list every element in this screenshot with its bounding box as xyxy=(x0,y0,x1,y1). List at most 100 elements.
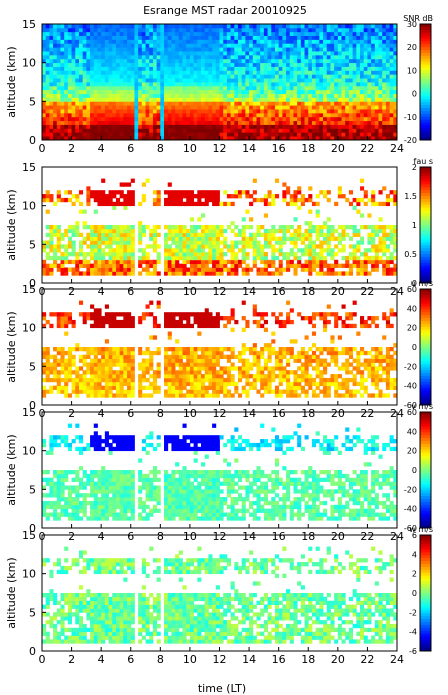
heatmap-cell xyxy=(289,263,294,268)
heatmap-cell xyxy=(393,109,398,114)
heatmap-cell xyxy=(297,225,302,230)
heatmap-cell xyxy=(178,74,183,79)
heatmap-cell xyxy=(374,58,379,64)
heatmap-cell xyxy=(193,358,198,363)
heatmap-cell xyxy=(90,385,95,390)
heatmap-cell xyxy=(334,27,339,33)
heatmap-cell xyxy=(45,78,50,83)
heatmap-cell xyxy=(215,58,220,64)
heatmap-cell xyxy=(141,109,146,114)
heatmap-cell xyxy=(189,101,195,106)
heatmap-cell xyxy=(193,362,198,367)
heatmap-cell xyxy=(237,66,243,71)
heatmap-cell xyxy=(282,39,287,44)
x-tick-label: 16 xyxy=(272,285,286,298)
heatmap-cell xyxy=(286,54,291,60)
heatmap-cell xyxy=(319,259,324,265)
heatmap-cell xyxy=(393,124,398,129)
heatmap-cell xyxy=(241,35,246,40)
heatmap-cell xyxy=(186,85,191,91)
heatmap-cell xyxy=(104,24,109,29)
heatmap-cell xyxy=(167,228,172,234)
heatmap-cell xyxy=(53,132,58,137)
heatmap-cell xyxy=(164,323,169,329)
heatmap-cell xyxy=(82,66,87,71)
heatmap-cell xyxy=(112,194,117,199)
heatmap-cell xyxy=(108,374,113,379)
heatmap-cell xyxy=(271,132,276,137)
heatmap-cell xyxy=(374,109,379,114)
heatmap-cell xyxy=(274,70,280,75)
heatmap-cell xyxy=(123,323,128,329)
heatmap-cell xyxy=(337,128,342,133)
heatmap-cell xyxy=(42,347,47,352)
heatmap-cell xyxy=(393,78,398,83)
heatmap-cell xyxy=(189,323,195,329)
heatmap-cell xyxy=(334,259,339,265)
heatmap-cell xyxy=(341,105,346,110)
heatmap-cell xyxy=(42,377,47,383)
heatmap-cell xyxy=(297,128,302,133)
heatmap-cell xyxy=(215,385,220,390)
heatmap-cell xyxy=(201,228,206,234)
heatmap-cell xyxy=(171,120,176,125)
heatmap-cell xyxy=(363,74,368,79)
heatmap-cell xyxy=(289,66,294,71)
heatmap-cell xyxy=(219,252,224,257)
heatmap-cell xyxy=(42,97,47,102)
heatmap-cell xyxy=(267,62,272,67)
heatmap-cell xyxy=(315,194,320,199)
heatmap-cell xyxy=(93,385,98,390)
heatmap-cell xyxy=(42,354,47,359)
heatmap-cell xyxy=(345,97,350,102)
heatmap-cell xyxy=(149,112,154,118)
heatmap-cell xyxy=(156,366,161,371)
heatmap-cell xyxy=(167,116,172,122)
heatmap-cell xyxy=(215,354,220,359)
heatmap-cell xyxy=(156,31,161,36)
heatmap-cell xyxy=(42,128,47,133)
heatmap-cell xyxy=(311,35,317,40)
heatmap-cell xyxy=(237,70,243,75)
heatmap-cell xyxy=(78,112,84,118)
heatmap-cell xyxy=(178,190,183,195)
heatmap-cell xyxy=(348,89,354,94)
heatmap-cell xyxy=(393,120,398,125)
heatmap-cell xyxy=(311,54,317,60)
heatmap-cell xyxy=(53,248,58,253)
heatmap-cell xyxy=(201,136,206,141)
heatmap-cell xyxy=(49,39,54,44)
heatmap-cell xyxy=(263,74,268,79)
heatmap-cell xyxy=(56,66,61,71)
heatmap-cell xyxy=(197,393,202,398)
heatmap-cell xyxy=(93,66,98,71)
heatmap-cell xyxy=(127,323,132,329)
heatmap-cell xyxy=(45,31,50,36)
heatmap-cell xyxy=(219,85,224,91)
heatmap-cell xyxy=(193,128,198,133)
heatmap-cell xyxy=(130,70,135,75)
heatmap-cell xyxy=(286,112,291,118)
heatmap-cell xyxy=(337,47,342,52)
heatmap-cell xyxy=(175,109,180,114)
heatmap-cell xyxy=(360,128,365,133)
heatmap-cell xyxy=(193,232,198,237)
heatmap-cell xyxy=(145,89,150,94)
heatmap-cell xyxy=(300,252,305,257)
heatmap-cell xyxy=(178,381,183,387)
x-tick-label: 6 xyxy=(127,142,134,155)
heatmap-cell xyxy=(175,377,180,383)
heatmap-cell xyxy=(274,124,280,129)
heatmap-cell xyxy=(382,116,387,122)
heatmap-cell xyxy=(289,236,294,241)
heatmap-cell xyxy=(45,354,50,359)
heatmap-cell xyxy=(319,255,324,261)
heatmap-cell xyxy=(230,54,235,60)
heatmap-cell xyxy=(293,120,298,125)
heatmap-cell xyxy=(360,240,365,245)
heatmap-cell xyxy=(130,116,135,122)
heatmap-cell xyxy=(212,74,217,79)
heatmap-cell xyxy=(201,213,206,218)
heatmap-cell xyxy=(53,47,58,52)
